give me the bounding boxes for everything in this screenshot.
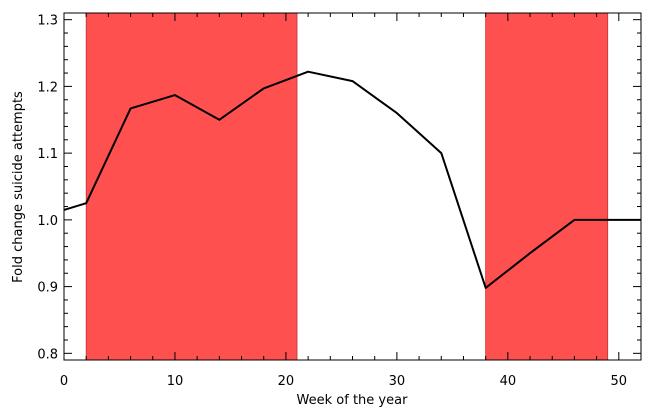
y-tick-label: 1.0: [37, 214, 58, 229]
x-tick-label: 0: [60, 374, 68, 389]
x-tick-label: 40: [500, 374, 517, 389]
x-tick-label: 50: [611, 374, 628, 389]
x-tick-label: 30: [389, 374, 406, 389]
y-tick-label: 1.3: [37, 14, 58, 29]
shaded-region-1: [85, 12, 298, 361]
tick-marks: [63, 13, 642, 360]
series-layer: [63, 70, 641, 289]
y-tick-label: 1.1: [37, 147, 58, 162]
y-tick-label: 0.9: [37, 281, 58, 296]
x-tick-labels: 0 10 20 30 40 50: [60, 374, 627, 389]
y-tick-label: 0.8: [37, 347, 58, 362]
series-line-1: [63, 70, 641, 289]
x-axis-label: Week of the year: [297, 393, 409, 408]
x-tick-label: 20: [278, 374, 295, 389]
x-tick-label: 10: [167, 374, 184, 389]
shaded-regions: [85, 12, 609, 361]
y-tick-label: 1.2: [37, 80, 58, 95]
y-tick-labels: 0.8 0.9 1.0 1.1 1.2 1.3: [37, 14, 58, 363]
shaded-region-2: [485, 12, 609, 361]
y-axis-label: Fold change suicide attempts: [11, 91, 26, 283]
